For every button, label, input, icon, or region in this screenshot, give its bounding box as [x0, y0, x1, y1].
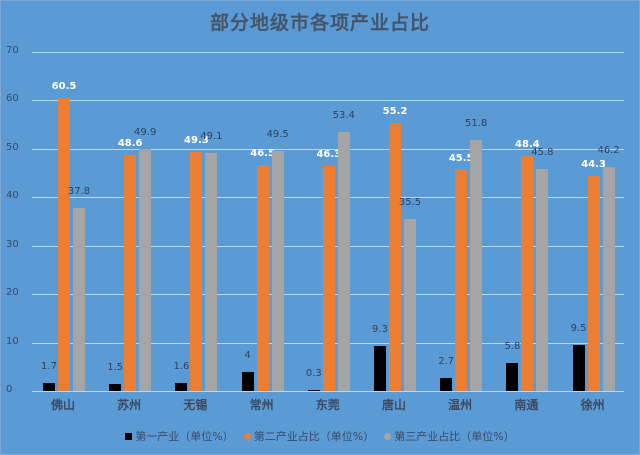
y-tick-label: 70	[6, 45, 19, 56]
bar-2	[587, 176, 600, 391]
bar-3	[139, 148, 152, 391]
bar-3	[602, 166, 615, 391]
data-label: 46.2	[597, 144, 620, 156]
bar-1	[241, 371, 254, 391]
bar-3	[536, 168, 549, 391]
data-label: 48.6	[117, 138, 143, 150]
category-label: 苏州	[117, 398, 142, 412]
y-tick-label: 10	[6, 336, 19, 347]
bar-2	[322, 166, 335, 391]
y-tick-label: 20	[6, 287, 19, 298]
bar-1	[440, 377, 453, 391]
category-label: 唐山	[381, 398, 406, 412]
category-label: 南通	[514, 398, 539, 412]
legend-swatch-icon	[384, 432, 392, 440]
data-label: 45.8	[531, 146, 554, 158]
category-label: 常州	[249, 398, 274, 412]
chart-legend: 第一产业（单位%） 第二产业占比（单位%） 第三产业占比（单位%）	[0, 428, 640, 444]
data-label: 49.9	[134, 126, 157, 138]
data-label: 46.3	[316, 149, 342, 161]
data-label: 4	[244, 349, 251, 361]
category-label: 温州	[448, 398, 473, 412]
legend-label: 第二产业占比（单位%）	[253, 430, 375, 443]
data-label: 1.7	[41, 360, 57, 372]
gridline	[32, 391, 624, 392]
data-label: 9.5	[570, 322, 587, 334]
data-label: 35.5	[398, 196, 422, 208]
bar-1	[43, 382, 55, 391]
bar-3	[73, 207, 85, 391]
data-label: 45.5	[448, 153, 474, 165]
data-label: 49.5	[266, 128, 289, 140]
legend-item: 第三产业占比（单位%）	[384, 428, 515, 444]
bar-2	[58, 97, 70, 391]
bar-1	[506, 362, 519, 391]
data-label: 53.4	[332, 110, 355, 121]
data-label: 46.5	[250, 148, 275, 160]
legend-swatch-icon	[125, 432, 133, 440]
data-label: 60.5	[51, 80, 77, 92]
bar-2	[455, 170, 468, 391]
data-label: 51.8	[465, 117, 488, 129]
data-label: 48.4	[515, 139, 540, 151]
legend-item: 第一产业（单位%）	[125, 428, 234, 444]
bar-1	[374, 345, 386, 391]
data-label: 49.1	[200, 130, 223, 142]
data-label: 49.3	[184, 134, 209, 146]
bar-1	[572, 344, 585, 391]
category-label: 徐州	[580, 398, 605, 412]
legend-label: 第一产业（单位%）	[135, 430, 234, 443]
bar-1	[175, 383, 188, 391]
chart-title: 部分地级市各项产业占比	[209, 12, 430, 34]
bar-1	[307, 389, 320, 391]
bar-2	[389, 123, 401, 391]
legend-swatch-icon	[243, 432, 251, 440]
data-label: 44.3	[581, 159, 606, 171]
gridline	[32, 149, 624, 150]
bar-2	[521, 156, 534, 391]
data-label: 5.8	[504, 340, 521, 352]
data-label: 37.8	[67, 185, 91, 197]
bar-2	[190, 151, 203, 391]
legend-item: 第二产业占比（单位%）	[243, 428, 375, 444]
category-label: 无锡	[183, 398, 208, 412]
y-tick-label: 60	[6, 93, 19, 104]
y-tick-label: 40	[6, 190, 19, 201]
bar-3	[404, 218, 416, 391]
bar-3	[337, 132, 350, 391]
category-label: 佛山	[50, 398, 75, 412]
bar-2	[124, 155, 137, 391]
category-label: 东莞	[315, 398, 340, 412]
data-label: 2.7	[438, 355, 455, 367]
gridline	[32, 100, 624, 101]
data-label: 55.2	[382, 106, 408, 118]
y-tick-label: 0	[6, 384, 13, 395]
data-label: 9.3	[372, 323, 388, 335]
data-label: 0.3	[305, 367, 322, 379]
bar-3	[205, 152, 218, 391]
y-tick-label: 30	[6, 239, 19, 250]
bar-2	[256, 165, 269, 391]
data-label: 1.6	[173, 361, 190, 373]
bar-3	[271, 150, 284, 391]
bar-1	[109, 383, 122, 391]
bar-3	[470, 139, 483, 391]
legend-label: 第三产业占比（单位%）	[394, 430, 515, 443]
y-tick-label: 50	[6, 142, 19, 153]
gridline	[32, 52, 624, 53]
data-label: 1.5	[107, 361, 124, 373]
